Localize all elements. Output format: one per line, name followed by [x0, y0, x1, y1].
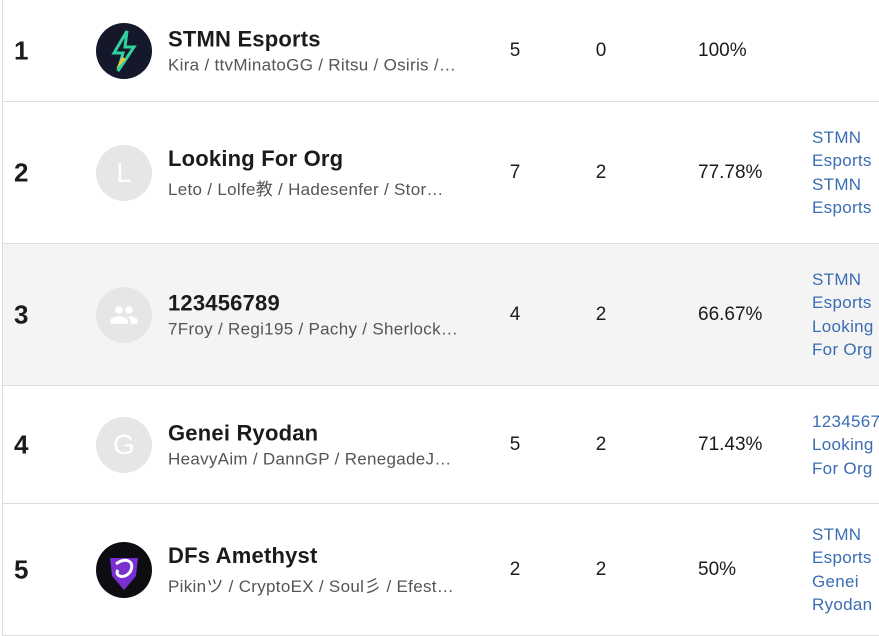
- win-percent: 66.67%: [698, 303, 763, 325]
- avatar-letter: L: [116, 156, 132, 188]
- team-players: Pikinツ / CryptoEX / Soul彡 / Efest…: [168, 576, 455, 596]
- team-link[interactable]: Looking For Org: [812, 316, 874, 360]
- table-row: 4 G Genei Ryodan HeavyAim / DannGP / Renega…: [2, 386, 879, 504]
- team-info: Looking For Org Leto / Lolfe教 / Hadesenfe…: [168, 146, 444, 200]
- team-avatar: G: [96, 416, 152, 473]
- table-row: 5 DFs Amethyst Pikinツ / CryptoEX / Soul彡 /…: [2, 504, 879, 636]
- team-avatar: [96, 22, 152, 79]
- win-percent: 71.43%: [698, 433, 763, 455]
- team-link[interactable]: Looking For Org: [812, 434, 874, 478]
- team-info: STMN Esports Kira / ttvMinatoGG / Ritsu /…: [168, 26, 456, 75]
- losses: 0: [595, 39, 607, 61]
- rank: 5: [14, 554, 29, 584]
- team-avatar: [96, 286, 152, 343]
- team-info: 123456789 7Froy / Regi195 / Pachy / Sherl…: [168, 290, 458, 339]
- team-link[interactable]: STMN Esports: [812, 174, 872, 218]
- team-name: Looking For Org: [168, 145, 344, 171]
- team-players: Leto / Lolfe教 / Hadesenfer / Stor…: [168, 179, 444, 199]
- wins: 2: [509, 558, 521, 580]
- win-percent: 50%: [698, 558, 737, 580]
- team-name: STMN Esports: [168, 26, 321, 51]
- rank: 4: [14, 429, 29, 459]
- wins: 5: [509, 39, 521, 61]
- rank: 1: [14, 35, 29, 65]
- beaten-teams: 123456789 Looking For Org: [812, 409, 879, 480]
- team-name: 123456789: [168, 290, 280, 315]
- win-percent: 100%: [698, 39, 747, 61]
- wins: 7: [509, 161, 521, 183]
- team-players: 7Froy / Regi195 / Pachy / Sherlock…: [168, 319, 459, 338]
- wins: 4: [509, 303, 521, 325]
- beaten-teams: STMN Esports STMN Esports: [812, 126, 879, 220]
- rank: 2: [14, 157, 29, 187]
- team-players: HeavyAim / DannGP / RenegadeJ…: [168, 449, 452, 468]
- team-info: DFs Amethyst Pikinツ / CryptoEX / Soul彡 / …: [168, 543, 454, 597]
- team-link[interactable]: 123456789: [812, 411, 879, 431]
- losses: 2: [595, 433, 607, 455]
- team-info: Genei Ryodan HeavyAim / DannGP / Renegade…: [168, 420, 452, 469]
- team-avatar: [96, 541, 152, 598]
- beaten-teams: STMN Esports Looking For Org: [812, 268, 879, 362]
- table-row: 3 123456789 7Froy / Regi195 / Pachy / Sher…: [2, 244, 879, 386]
- rank: 3: [14, 299, 29, 329]
- team-avatar: L: [96, 144, 152, 201]
- team-link[interactable]: STMN Esports: [812, 524, 872, 568]
- table-row: 1 STMN Esports Kira / ttvMinatoGG / Ritsu …: [2, 0, 879, 102]
- beaten-teams: STMN Esports Genei Ryodan: [812, 523, 879, 617]
- team-link[interactable]: STMN Esports: [812, 269, 872, 313]
- team-link[interactable]: STMN Esports: [812, 127, 872, 171]
- losses: 2: [595, 161, 607, 183]
- team-name: DFs Amethyst: [168, 542, 318, 568]
- wins: 5: [509, 433, 521, 455]
- team-players: Kira / ttvMinatoGG / Ritsu / Osiris /…: [168, 55, 457, 74]
- team-link[interactable]: Genei Ryodan: [812, 571, 873, 615]
- losses: 2: [595, 558, 607, 580]
- avatar-letter: G: [113, 428, 135, 460]
- table-row: 2 L Looking For Org Leto / Lolfe教 / Hadesen…: [2, 102, 879, 244]
- losses: 2: [595, 303, 607, 325]
- team-name: Genei Ryodan: [168, 420, 319, 445]
- win-percent: 77.78%: [698, 161, 763, 183]
